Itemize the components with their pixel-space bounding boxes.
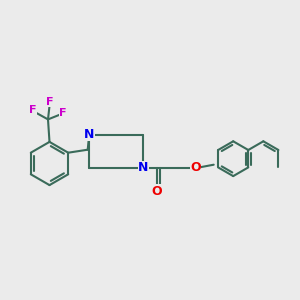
Text: O: O <box>190 161 201 174</box>
Text: N: N <box>84 128 94 141</box>
Text: N: N <box>138 161 148 174</box>
Text: F: F <box>59 107 67 118</box>
Text: F: F <box>29 105 37 116</box>
Text: O: O <box>152 184 162 198</box>
Text: F: F <box>46 97 53 107</box>
